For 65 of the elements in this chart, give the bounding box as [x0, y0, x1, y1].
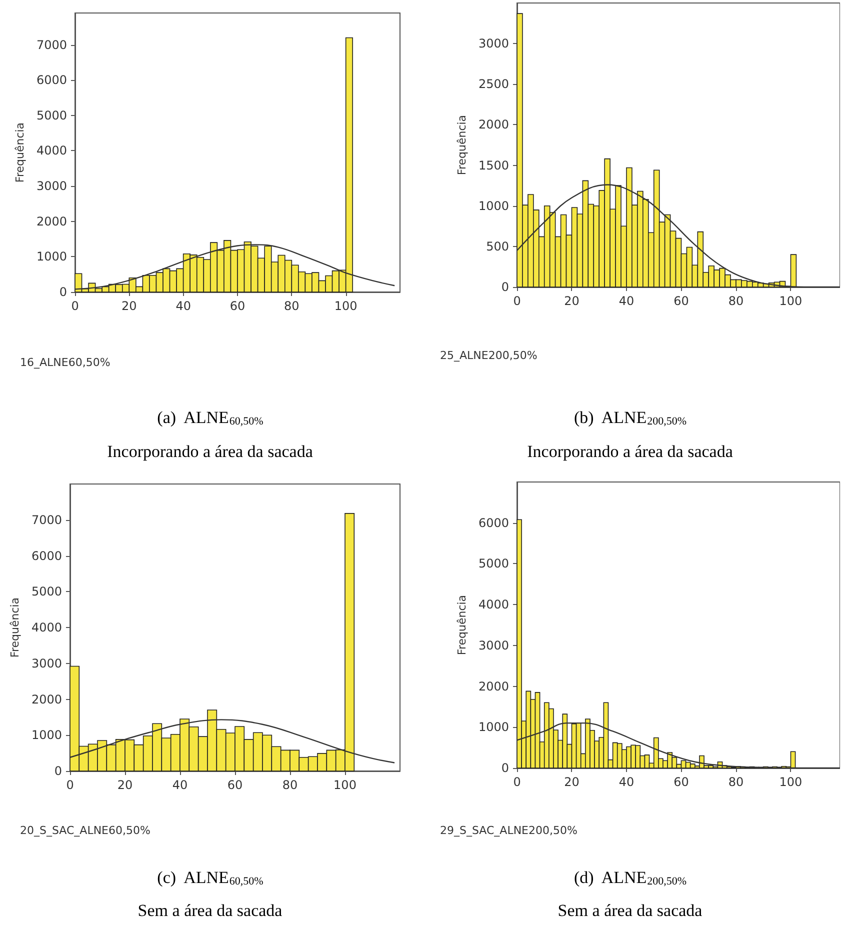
x-tick-label: 20 — [122, 299, 137, 313]
x-tick-label: 80 — [282, 778, 298, 792]
x-tick-label: 60 — [674, 775, 689, 789]
y-tick-label: 3000 — [478, 638, 509, 652]
y-tick-label: 2000 — [478, 679, 509, 694]
y-tick-label: 1000 — [36, 250, 67, 264]
y-tick-label: 2000 — [36, 214, 67, 228]
text: Sem a área da sacada — [558, 901, 703, 920]
x-tick-label: 20 — [564, 294, 580, 308]
x-axis-title: 25_ALNE200,50% — [440, 349, 538, 362]
y-tick-label: 1000 — [478, 198, 509, 213]
x-axis-title: 29_S_SAC_ALNE200,50% — [440, 824, 578, 837]
y-tick-label: 4000 — [31, 620, 62, 634]
y-tick-label: 7000 — [36, 38, 67, 52]
x-tick-label: 80 — [728, 294, 744, 308]
x-tick-label: 20 — [117, 778, 133, 792]
y-tick-label: 1000 — [478, 720, 509, 734]
y-tick-label: 5000 — [36, 108, 67, 122]
text: Incorporando a área da sacada — [107, 442, 314, 461]
y-tick-label: 0 — [59, 285, 67, 299]
x-tick-label: 60 — [227, 778, 243, 792]
x-tick-label: 40 — [176, 299, 191, 313]
y-axis-title: Frequência — [456, 114, 469, 176]
y-tick-label: 2000 — [478, 118, 509, 132]
y-tick-label: 7000 — [31, 512, 62, 527]
x-tick-label: 40 — [172, 778, 188, 792]
x-tick-label: 60 — [674, 294, 689, 308]
y-tick-label: 6000 — [478, 516, 509, 530]
y-tick-label: 5000 — [31, 584, 62, 599]
x-axis-title: 20_S_SAC_ALNE60,50% — [20, 824, 150, 837]
y-tick-label: 3000 — [478, 36, 509, 51]
y-tick-label: 0 — [54, 764, 62, 778]
x-tick-label: 100 — [779, 775, 802, 789]
x-axis-title: 16_ALNE60,50% — [20, 356, 110, 369]
x-tick-label: 100 — [334, 299, 358, 313]
x-tick-label: 40 — [618, 294, 634, 308]
x-tick-label: 80 — [284, 299, 300, 313]
y-tick-label: 0 — [501, 761, 509, 775]
x-tick-label: 40 — [618, 775, 634, 789]
x-tick-label: 60 — [230, 299, 246, 313]
y-tick-label: 3000 — [36, 179, 67, 194]
x-tick-label: 0 — [513, 294, 521, 308]
x-tick-label: 0 — [71, 299, 79, 313]
y-tick-label: 0 — [501, 280, 509, 294]
y-axis-title: Frequência — [8, 597, 22, 658]
y-tick-label: 6000 — [31, 548, 62, 563]
x-tick-label: 0 — [513, 775, 521, 789]
x-tick-label: 20 — [564, 775, 580, 789]
text: Sem a área da sacada — [138, 901, 283, 920]
x-tick-label: 80 — [728, 775, 744, 789]
y-tick-label: 1000 — [31, 728, 62, 742]
y-tick-label: 6000 — [36, 73, 67, 88]
y-tick-label: 500 — [486, 239, 509, 254]
y-tick-label: 2000 — [31, 692, 62, 706]
x-tick-label: 100 — [779, 294, 802, 308]
y-tick-label: 2500 — [478, 77, 509, 92]
y-tick-label: 3000 — [31, 656, 62, 670]
y-tick-label: 4000 — [36, 144, 67, 158]
y-tick-label: 4000 — [478, 598, 509, 612]
text: Incorporando a área da sacada — [527, 442, 734, 461]
y-axis-title: Frequência — [14, 122, 27, 183]
y-tick-label: 5000 — [478, 556, 509, 571]
x-tick-label: 100 — [334, 778, 356, 792]
y-axis-title: Frequência — [456, 594, 469, 656]
y-tick-label: 1500 — [478, 158, 509, 172]
